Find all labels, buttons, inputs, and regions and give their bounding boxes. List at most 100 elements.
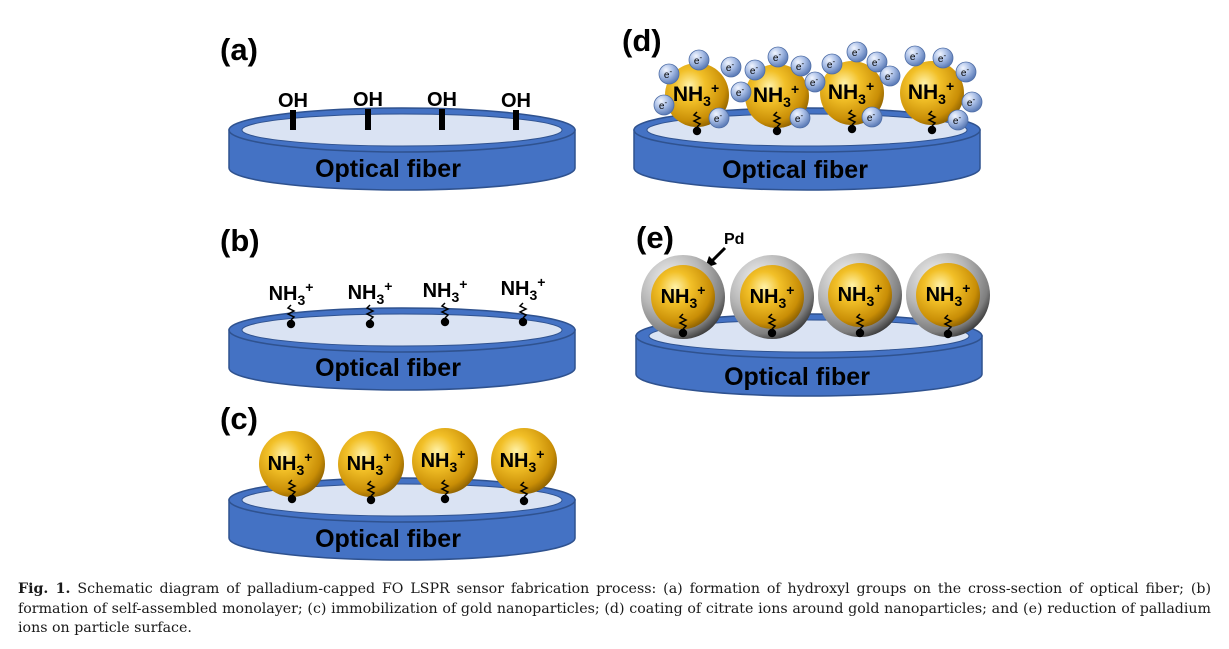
electron-label: e-: [714, 111, 723, 125]
hydroxyl-group: OH: [353, 89, 383, 130]
pd-capped-nanoparticle: NH3+: [818, 253, 902, 338]
electron: e-: [961, 91, 983, 113]
electron: e-: [688, 49, 710, 71]
hydroxyl-group: OH: [278, 90, 308, 130]
electron: e-: [932, 47, 954, 69]
electron: e-: [708, 107, 730, 129]
electron-label: e-: [938, 51, 947, 65]
electron-label: e-: [810, 75, 819, 89]
oh-bond: [290, 110, 296, 130]
nh3-label: NH3+: [421, 446, 466, 475]
electron: e-: [730, 81, 752, 103]
gold-nanoparticle: NH3+: [820, 61, 884, 134]
fiber-label: Optical fiber: [315, 155, 461, 183]
electron: e-: [947, 109, 969, 131]
panel-c-label: (c): [220, 401, 258, 436]
electron-label: e-: [872, 55, 881, 69]
gold-nanoparticle: NH3+: [412, 428, 478, 504]
pd-label: Pd: [724, 231, 744, 248]
amine-group: NH3+: [269, 279, 314, 329]
electron: e-: [846, 41, 868, 63]
electron-label: e-: [694, 53, 703, 67]
oh-bond: [513, 110, 519, 130]
electron: e-: [821, 53, 843, 75]
pd-capped-nanoparticle: NH3+: [730, 255, 814, 339]
electron-label: e-: [953, 113, 962, 127]
electron-label: e-: [910, 49, 919, 63]
pd-arrow-shaft: [709, 246, 727, 264]
hydroxyl-group: OH: [427, 89, 457, 130]
pd-capped-nanoparticle: NH3+: [906, 253, 990, 339]
figure-number: Fig. 1.: [18, 581, 71, 597]
electron: e-: [658, 63, 680, 85]
electron-label: e-: [961, 65, 970, 79]
gold-nanoparticle: NH3+: [259, 431, 325, 504]
electron-label: e-: [967, 95, 976, 109]
electron: e-: [720, 56, 742, 78]
pd-annotation: Pd: [705, 231, 744, 268]
panel-d: (d) Optical fiber NH3+ NH3+ NH3+ NH3+ e-…: [622, 23, 983, 191]
gold-nanoparticle: NH3+: [665, 63, 729, 136]
fiber-label: Optical fiber: [315, 525, 461, 553]
electron-label: e-: [796, 59, 805, 73]
electron: e-: [790, 55, 812, 77]
caption-text: Schematic diagram of palladium-capped FO…: [18, 581, 1211, 636]
oh-label: OH: [353, 89, 383, 111]
oh-bond: [439, 109, 445, 130]
fiber-label: Optical fiber: [722, 156, 868, 184]
nh3-label: NH3+: [501, 274, 546, 303]
nh3-label: NH3+: [661, 282, 706, 311]
electron-cloud: e-e-e-e-e-e-e-e-e-e-e-e-e-e-e-e-e-e-e-e-…: [653, 41, 983, 131]
gold-nanoparticle: NH3+: [745, 64, 809, 136]
nh3-label: NH3+: [423, 276, 468, 305]
nh3-label: NH3+: [753, 81, 799, 110]
electron: e-: [861, 106, 883, 128]
hydroxyl-group: OH: [501, 90, 531, 130]
electron-label: e-: [773, 50, 782, 64]
electron-label: e-: [867, 110, 876, 124]
electron: e-: [804, 71, 826, 93]
electron: e-: [767, 46, 789, 68]
nh3-label: NH3+: [347, 449, 392, 478]
panel-e: (e) Optical fiber Pd NH3+ NH3+ NH3+: [635, 220, 990, 397]
nh3-label: NH3+: [500, 446, 545, 475]
electron: e-: [955, 61, 977, 83]
electron-label: e-: [885, 69, 894, 83]
electron: e-: [866, 51, 888, 73]
oh-label: OH: [278, 90, 308, 112]
fiber-label: Optical fiber: [315, 354, 461, 382]
amine-group: NH3+: [423, 276, 468, 327]
amine-group: NH3+: [348, 278, 393, 329]
nh3-label: NH3+: [926, 280, 971, 309]
electron: e-: [744, 59, 766, 81]
electron-label: e-: [750, 63, 759, 77]
electron-label: e-: [726, 60, 735, 74]
amine-group: NH3+: [501, 274, 546, 327]
electron-label: e-: [852, 45, 861, 59]
electron-label: e-: [664, 67, 673, 81]
gold-nanoparticle: NH3+: [491, 428, 557, 506]
figure-caption: Fig. 1. Schematic diagram of palladium-c…: [18, 580, 1211, 639]
panel-a: (a) Optical fiber OH OH OH OH: [220, 32, 576, 191]
panel-a-label: (a): [220, 32, 258, 67]
electron-label: e-: [736, 85, 745, 99]
panel-c: (c) Optical fiber NH3+ NH3+ NH3+ NH3+: [220, 401, 576, 561]
nh3-label: NH3+: [908, 78, 954, 107]
nh3-label: NH3+: [828, 78, 874, 107]
oh-label: OH: [501, 90, 531, 112]
gold-nanoparticle: NH3+: [338, 431, 404, 505]
nh3-label: NH3+: [269, 279, 314, 308]
pd-capped-nanoparticle: NH3+: [641, 255, 725, 339]
nh3-label: NH3+: [673, 80, 719, 109]
electron: e-: [904, 45, 926, 67]
panel-e-label: (e): [636, 220, 674, 255]
electron-label: e-: [827, 57, 836, 71]
nh3-label: NH3+: [750, 282, 795, 311]
fiber-label: Optical fiber: [724, 363, 870, 391]
electron: e-: [653, 94, 675, 116]
gold-nanoparticle: NH3+: [900, 61, 964, 135]
nh3-label: NH3+: [348, 278, 393, 307]
nh3-label: NH3+: [268, 449, 313, 478]
nh3-label: NH3+: [838, 280, 883, 309]
oh-label: OH: [427, 89, 457, 111]
